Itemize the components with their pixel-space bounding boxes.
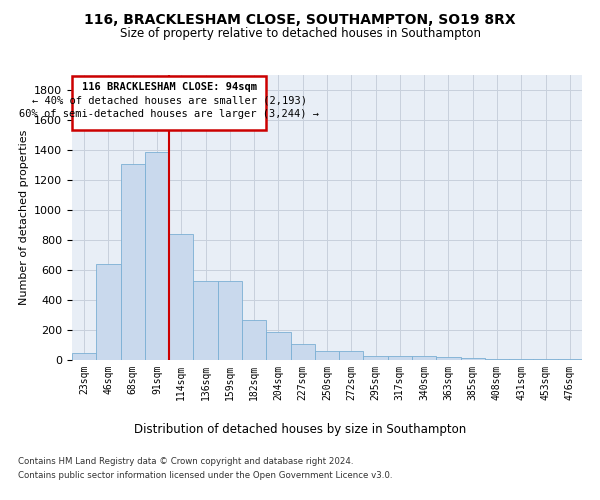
Bar <box>364 356 388 360</box>
Bar <box>169 234 193 360</box>
Bar <box>339 351 364 360</box>
Bar <box>509 359 533 360</box>
Text: Distribution of detached houses by size in Southampton: Distribution of detached houses by size … <box>134 422 466 436</box>
Bar <box>412 356 436 360</box>
Text: Contains HM Land Registry data © Crown copyright and database right 2024.: Contains HM Land Registry data © Crown c… <box>18 458 353 466</box>
Text: 116, BRACKLESHAM CLOSE, SOUTHAMPTON, SO19 8RX: 116, BRACKLESHAM CLOSE, SOUTHAMPTON, SO1… <box>84 12 516 26</box>
Bar <box>121 164 145 360</box>
Text: ← 40% of detached houses are smaller (2,193): ← 40% of detached houses are smaller (2,… <box>32 95 307 106</box>
Bar <box>96 264 121 360</box>
Bar <box>485 359 509 360</box>
Bar <box>461 358 485 360</box>
Bar <box>533 359 558 360</box>
Text: 116 BRACKLESHAM CLOSE: 94sqm: 116 BRACKLESHAM CLOSE: 94sqm <box>82 82 257 92</box>
Text: Contains public sector information licensed under the Open Government Licence v3: Contains public sector information licen… <box>18 471 392 480</box>
Bar <box>266 332 290 360</box>
Bar <box>558 359 582 360</box>
Text: 60% of semi-detached houses are larger (3,244) →: 60% of semi-detached houses are larger (… <box>19 109 319 118</box>
FancyBboxPatch shape <box>72 76 266 130</box>
Y-axis label: Number of detached properties: Number of detached properties <box>19 130 29 305</box>
Bar <box>315 351 339 360</box>
Bar <box>436 357 461 360</box>
Bar <box>218 280 242 360</box>
Bar <box>242 320 266 360</box>
Bar <box>290 344 315 360</box>
Bar <box>193 280 218 360</box>
Bar <box>388 356 412 360</box>
Bar <box>72 352 96 360</box>
Bar <box>145 152 169 360</box>
Text: Size of property relative to detached houses in Southampton: Size of property relative to detached ho… <box>119 28 481 40</box>
